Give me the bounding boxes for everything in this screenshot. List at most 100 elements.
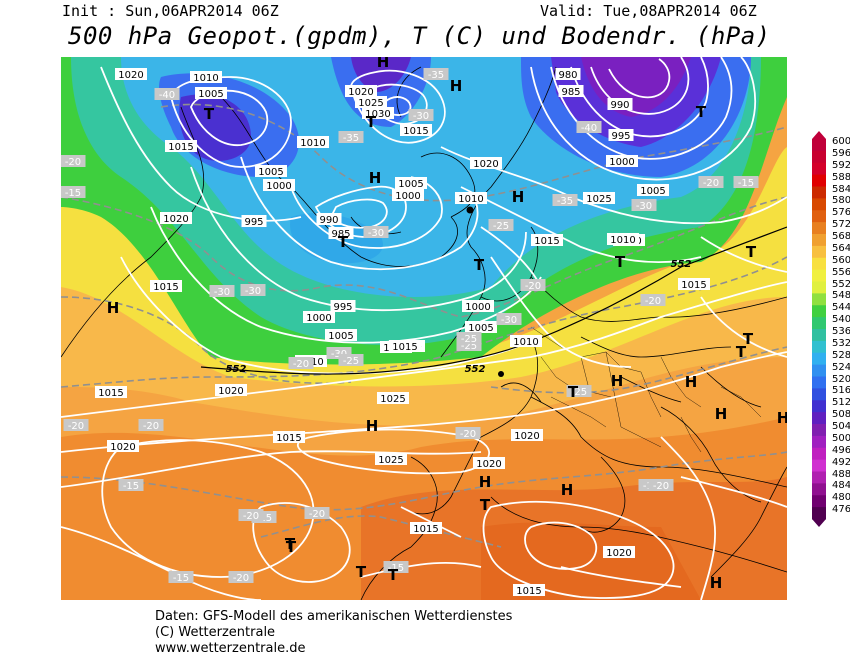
- isobar-label: 1020: [606, 548, 631, 559]
- color-scale-swatch: [812, 139, 826, 152]
- color-scale-swatch: [812, 257, 826, 271]
- isobar-label: 1015: [681, 280, 706, 291]
- low-pressure-marker: T: [696, 103, 707, 121]
- color-scale-label: 600: [832, 136, 850, 147]
- low-pressure-marker: T: [338, 233, 349, 251]
- isobar-label: 1015: [403, 126, 428, 137]
- color-scale-label: 596: [832, 147, 850, 159]
- color-scale-swatch: [812, 162, 826, 176]
- color-scale-label: 532: [832, 337, 850, 349]
- isobar-label: 1015: [153, 282, 178, 293]
- low-pressure-marker: T: [743, 330, 754, 348]
- isobar-label: 1005: [398, 179, 423, 190]
- color-scale-label: 508: [832, 409, 850, 421]
- color-scale-swatch: [812, 352, 826, 366]
- isobar-label: 1000: [266, 181, 291, 192]
- isobar-label: 1005: [198, 89, 223, 100]
- color-scale-label: 544: [832, 302, 850, 314]
- high-pressure-marker: H: [710, 574, 723, 592]
- color-scale-swatch: [812, 281, 826, 294]
- isotherm-label: -20: [65, 157, 81, 168]
- isobar-label: 1010: [458, 194, 483, 205]
- isotherm-label: -20: [703, 178, 719, 189]
- low-pressure-marker: T: [746, 243, 757, 261]
- isobar-label: 1010: [300, 138, 325, 149]
- low-pressure-marker: T: [480, 496, 491, 514]
- color-scale-label: 528: [832, 349, 850, 361]
- color-scale-label: 540: [832, 314, 850, 326]
- color-scale-swatch: [812, 424, 826, 437]
- low-pressure-marker: T: [286, 538, 297, 556]
- isotherm-label: -20: [243, 511, 259, 522]
- isotherm-label: -25: [571, 387, 587, 398]
- isobar-label: 1030: [365, 109, 390, 120]
- isobar-label: 1020: [218, 386, 243, 397]
- isotherm-label: -15: [65, 188, 81, 199]
- valid-time: Valid: Tue,08APR2014 06Z: [540, 2, 757, 20]
- isotherm-label: -30: [368, 228, 384, 239]
- isotherm-label: -20: [293, 359, 309, 370]
- color-scale-label: 588: [832, 171, 850, 183]
- isobar-label: 1010: [193, 73, 218, 84]
- isobar-label: 1020: [110, 442, 135, 453]
- isobar-label: 1020: [514, 431, 539, 442]
- height-contour-label: 552: [226, 364, 247, 375]
- isotherm-label: -25: [461, 341, 477, 352]
- color-scale-swatch: [812, 305, 826, 318]
- low-pressure-marker: T: [736, 343, 747, 361]
- color-scale-swatch: [812, 329, 826, 342]
- low-pressure-marker: T: [366, 113, 377, 131]
- color-scale-label: 488: [832, 468, 850, 480]
- isotherm-label: -30: [245, 286, 261, 297]
- color-scale-swatch: [812, 317, 826, 330]
- isotherm-label: -30: [501, 315, 517, 326]
- color-scale-swatch: [812, 293, 826, 306]
- isobar-label: 1015: [516, 586, 541, 597]
- high-pressure-marker: H: [107, 299, 120, 317]
- low-pressure-marker: T: [285, 535, 296, 553]
- low-pressure-marker: T: [388, 566, 399, 584]
- color-scale-swatch: [812, 435, 826, 449]
- isotherm-label: -20: [645, 296, 661, 307]
- high-pressure-marker: H: [777, 409, 787, 427]
- isobar-label: 1015: [168, 142, 193, 153]
- isobar-label: 1005: [468, 323, 493, 334]
- color-scale-bottom-arrow: [812, 519, 826, 527]
- isotherm-label: -40: [581, 123, 597, 134]
- color-scale-swatch: [812, 222, 826, 235]
- isotherm-label: -15: [123, 481, 139, 492]
- isobar-label: 1010: [513, 337, 538, 348]
- credit-copyright: (C) Wetterzentrale: [155, 625, 276, 640]
- color-scale-swatch: [812, 376, 826, 389]
- isobar-label: 1015: [413, 524, 438, 535]
- high-pressure-marker: H: [561, 481, 574, 499]
- high-pressure-marker: H: [366, 417, 379, 435]
- isobar-label: 1010: [610, 235, 635, 246]
- color-scale-label: 592: [832, 159, 850, 171]
- isotherm-label: -30: [413, 111, 429, 122]
- isobar-label: 1025: [358, 98, 383, 109]
- high-pressure-marker: H: [450, 77, 463, 95]
- isobar-label: 995: [333, 302, 352, 313]
- high-pressure-marker: H: [715, 405, 728, 423]
- color-scale-label: 484: [832, 480, 850, 492]
- low-pressure-marker: T: [568, 383, 579, 401]
- color-scale-label: 572: [832, 219, 850, 231]
- isobar-label: 1005: [258, 167, 283, 178]
- isobar-label: 1000: [395, 191, 420, 202]
- isobar-label: 980: [558, 70, 577, 81]
- isotherm-label: -15: [173, 573, 189, 584]
- color-scale-swatch: [812, 459, 826, 472]
- color-scale-label: 520: [832, 373, 850, 385]
- chart-title: 500 hPa Geopot.(gpdm), T (C) und Bodendr…: [68, 22, 771, 50]
- high-pressure-marker: H: [479, 473, 492, 491]
- color-scale-swatch: [812, 483, 826, 496]
- color-scale-top-arrow: [812, 131, 826, 139]
- isotherm-label: -20: [233, 573, 249, 584]
- isobar-label: 990: [319, 215, 338, 226]
- isobar-label: 1020: [348, 87, 373, 98]
- color-scale-swatch: [812, 245, 826, 259]
- high-pressure-marker: H: [369, 169, 382, 187]
- isotherm-label: -30: [214, 287, 230, 298]
